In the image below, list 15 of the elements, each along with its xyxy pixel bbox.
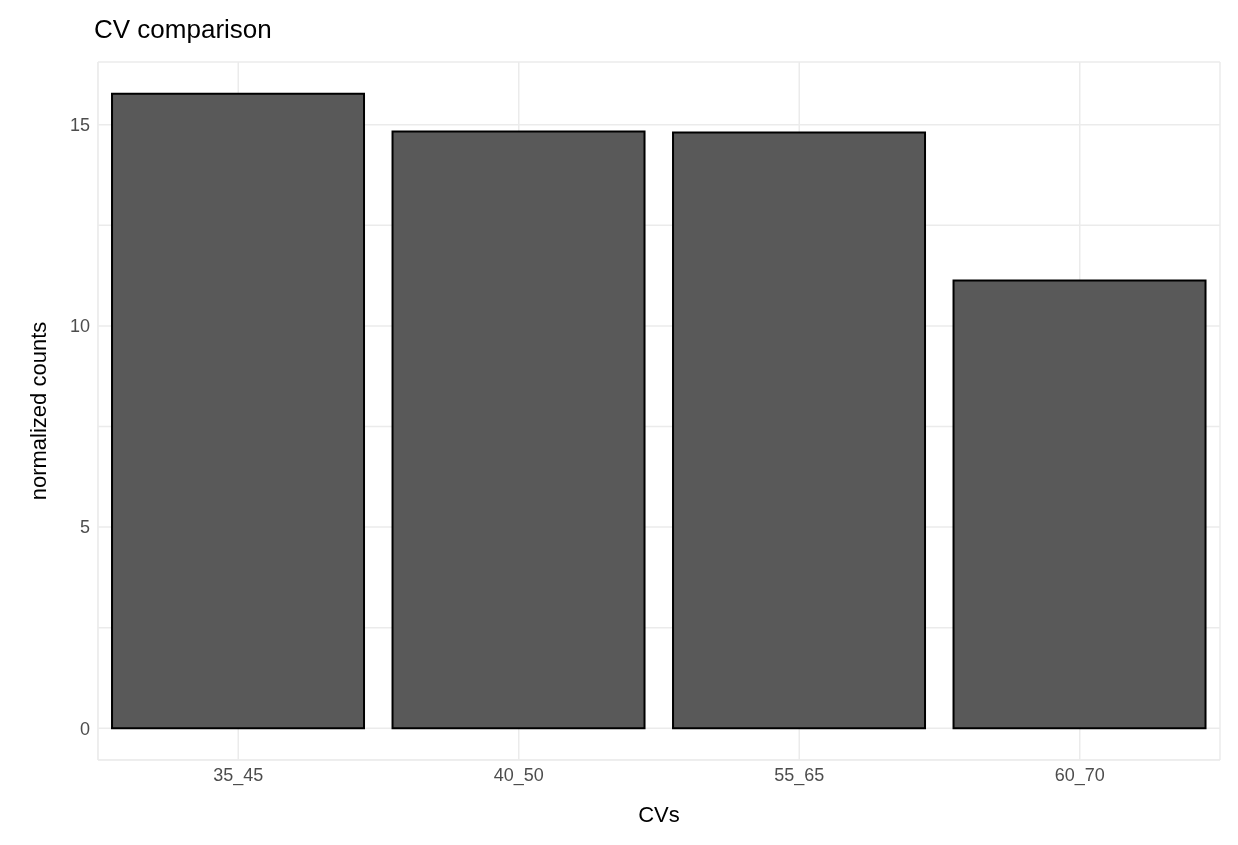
bar (672, 131, 927, 730)
y-tick-label: 0 (79, 718, 90, 739)
bar (391, 130, 646, 730)
y-tick-label: 5 (79, 517, 90, 538)
x-tick-label: 40_50 (493, 764, 544, 786)
y-axis-title: normalized counts (25, 321, 51, 501)
x-tick-label: 35_45 (213, 764, 264, 786)
y-tick-label: 15 (69, 115, 90, 136)
bar (111, 92, 366, 730)
chart-title: CV comparison (93, 13, 273, 46)
x-tick-label: 55_65 (774, 764, 825, 786)
x-tick-label: 60_70 (1054, 764, 1105, 786)
x-axis-title: CVs (638, 802, 680, 827)
bar (952, 279, 1207, 730)
y-tick-label: 10 (69, 316, 90, 337)
